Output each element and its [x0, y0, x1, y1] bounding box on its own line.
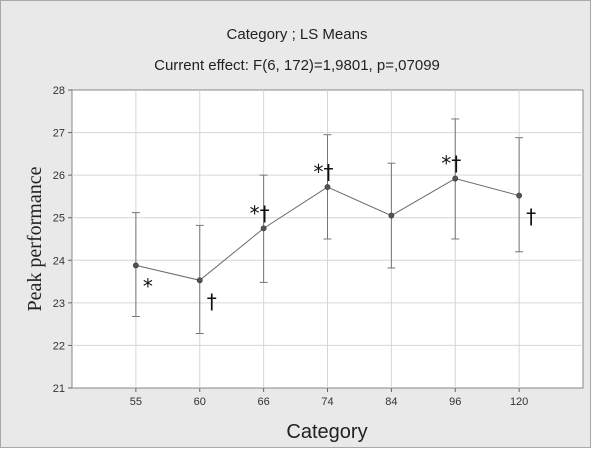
- y-tick-label: 27: [53, 128, 65, 140]
- x-tick-label: 84: [385, 396, 397, 408]
- data-point: [324, 184, 331, 190]
- y-axis-label: Peak performance: [24, 166, 46, 311]
- y-tick-label: 21: [53, 383, 65, 395]
- y-tick-labels: 21 22 23 24 25 26 27 28: [53, 85, 72, 395]
- data-point: [196, 277, 203, 284]
- y-tick-label: 23: [53, 298, 65, 310]
- data-point: [260, 225, 267, 232]
- x-tick-label: 55: [130, 396, 142, 408]
- data-point: [388, 212, 395, 219]
- significance-annotations: *†*†*† *††: [143, 152, 536, 314]
- chart-title: Category ; LS Means: [227, 26, 368, 43]
- x-tick-label: 96: [449, 396, 461, 408]
- y-tick-label: 25: [53, 213, 65, 225]
- significance-mark: †: [526, 205, 536, 229]
- y-tick-label: 24: [53, 255, 65, 267]
- data-point: [132, 262, 139, 269]
- data-point: [452, 175, 459, 182]
- significance-mark: *†: [314, 160, 334, 184]
- x-tick-label: 60: [194, 396, 206, 408]
- data-point: [516, 192, 523, 199]
- significance-mark: *†: [250, 201, 270, 225]
- significance-mark: *†: [441, 152, 461, 176]
- x-tick-labels: 55 60 66 74 84 96 120: [130, 388, 528, 408]
- x-tick-label: 74: [321, 396, 333, 408]
- y-tick-label: 22: [53, 340, 65, 352]
- y-tick-label: 28: [53, 85, 65, 97]
- data-points: [132, 175, 523, 284]
- chart-subtitle: Current effect: F(6, 172)=1,9801, p=,070…: [154, 57, 440, 74]
- significance-mark: *: [143, 274, 153, 298]
- y-tick-label: 26: [53, 170, 65, 182]
- significance-mark: †: [207, 289, 217, 313]
- x-axis-label: Category: [286, 421, 367, 443]
- x-tick-label: 120: [510, 396, 528, 408]
- x-tick-label: 66: [258, 396, 270, 408]
